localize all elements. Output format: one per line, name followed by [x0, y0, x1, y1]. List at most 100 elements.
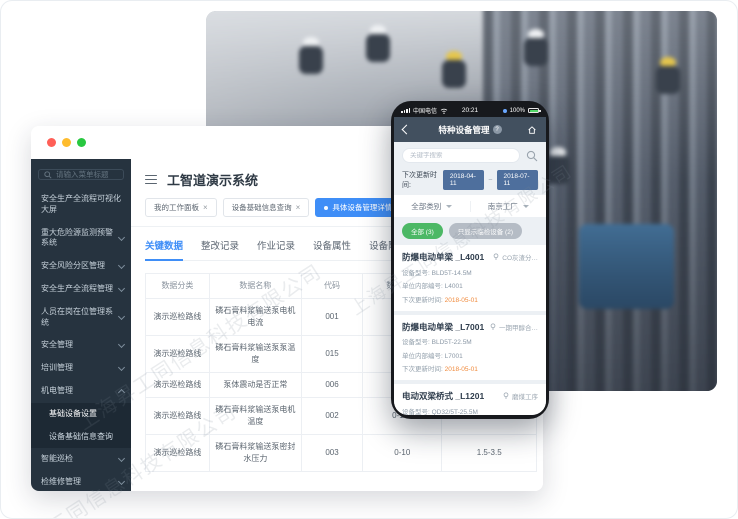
- equipment-title: 防爆电动单梁 _L4001: [402, 252, 485, 262]
- active-dot-icon: [324, 205, 329, 210]
- open-tabs-bar: 我的工作面板× 设备基础信息查询× 具体设备管理详情×: [131, 196, 543, 227]
- phone-search-row: [394, 142, 546, 165]
- date-to-button[interactable]: 2018-07-11: [496, 170, 539, 190]
- sidebar-submenu: 基础设备设置 设备基础信息查询: [31, 402, 131, 449]
- equipment-model: BLD5T-14.5M: [431, 269, 472, 277]
- category-dropdown[interactable]: 全部类别: [394, 201, 470, 212]
- phone-status-bar: 中国电信 20:21 100%: [394, 101, 546, 117]
- equipment-model: QD32/5T-25.5M: [431, 408, 478, 416]
- equipment-list: 防爆电动单梁 _L4001 CO灰渣分… 设备型号: BLD5T-14.5M 单…: [394, 245, 546, 415]
- worker-figure: [366, 25, 390, 62]
- equipment-title: 防爆电动单梁 _L7001: [402, 321, 485, 332]
- list-item[interactable]: 防爆电动单梁 _L4001 CO灰渣分… 设备型号: BLD5T-14.5M 单…: [394, 245, 546, 311]
- home-button[interactable]: [527, 125, 537, 135]
- sidebar-item-safety-mgmt[interactable]: 安全管理: [31, 334, 131, 357]
- chevron-down-icon: [117, 341, 126, 349]
- sidebar-item-base-device-setup[interactable]: 基础设备设置: [49, 408, 97, 418]
- date-filter-row: 下次更新时间: 2018-04-11 ~ 2018-07-11: [394, 165, 546, 194]
- worker-figure: [656, 57, 680, 94]
- zoom-button[interactable]: [77, 138, 86, 147]
- factory-dropdown[interactable]: 南京工厂: [469, 200, 547, 212]
- battery-percent: 100%: [509, 107, 525, 114]
- sidebar-item-risk-zone[interactable]: 安全风险分区管理: [31, 255, 131, 278]
- signal-icon: [401, 108, 410, 113]
- main-header: 工智道演示系统: [131, 159, 543, 196]
- menu-icon[interactable]: [145, 174, 157, 185]
- next-update-date: 2018-05-01: [444, 366, 478, 373]
- clock-label: 20:21: [461, 107, 479, 114]
- sidebar-item-hazard-monitor[interactable]: 重大危险源监测预警系统: [31, 222, 131, 256]
- dropdown-row: 全部类别 南京工厂: [394, 195, 546, 217]
- date-separator: ~: [488, 176, 493, 184]
- chevron-down-icon: [117, 262, 126, 270]
- chevron-down-icon: [117, 455, 126, 463]
- location-pin-icon: [490, 322, 496, 330]
- chevron-down-icon: [117, 284, 126, 292]
- phone-content: 下次更新时间: 2018-04-11 ~ 2018-07-11 全部类别 南京工…: [394, 142, 546, 415]
- filter-chip-all[interactable]: 全部 (3): [402, 223, 443, 239]
- sidebar-search: [38, 169, 124, 180]
- sidebar-item-smart-inspection[interactable]: 智能巡检: [31, 448, 131, 471]
- carrier-label: 中国电信: [413, 109, 438, 115]
- status-dot-icon: [502, 108, 507, 113]
- sidebar-item-visual-screen[interactable]: 安全生产全流程可视化大屏: [41, 194, 121, 214]
- wifi-icon: [440, 108, 448, 114]
- sidebar-item-maintenance[interactable]: 检维修管理: [31, 471, 131, 491]
- equipment-code: L7001: [444, 352, 463, 360]
- chevron-down-icon: [117, 364, 126, 372]
- help-badge: ?: [492, 125, 502, 134]
- tab-device-attrs[interactable]: 设备属性: [313, 241, 352, 252]
- home-icon: [528, 125, 536, 134]
- sidebar: 安全生产全流程可视化大屏 重大危险源监测预警系统 安全风险分区管理 安全生产全流…: [31, 159, 131, 491]
- list-item[interactable]: 电动双梁桥式 _L1201 磨煤工序 设备型号: QD32/5T-25.5M 单…: [394, 384, 546, 415]
- phone-mockup: 中国电信 20:21 100% 特种设备管理 ?: [391, 101, 549, 419]
- equipment-title: 电动双梁桥式 _L1201: [402, 391, 485, 401]
- close-button[interactable]: [47, 138, 56, 147]
- tab-close-icon[interactable]: ×: [203, 202, 208, 212]
- minimize-button[interactable]: [62, 138, 71, 147]
- battery-icon: [528, 108, 541, 113]
- chevron-down-icon: [117, 233, 126, 241]
- sidebar-search-input[interactable]: [56, 170, 118, 179]
- tab-rectify-records[interactable]: 整改记录: [201, 241, 240, 252]
- tab-job-records[interactable]: 作业记录: [257, 241, 296, 252]
- date-from-button[interactable]: 2018-04-11: [442, 170, 485, 190]
- filter-chips-row: 全部 (3) 只显示临检设备 (2): [394, 217, 546, 245]
- equipment-model: BLD5T-22.5M: [431, 339, 472, 346]
- date-filter-label: 下次更新时间:: [402, 172, 437, 189]
- list-item[interactable]: 防爆电动单梁 _L7001 一期甲醇合… 设备型号: BLD5T-22.5M 单…: [394, 314, 546, 380]
- phone-nav-bar: 特种设备管理 ?: [394, 117, 546, 142]
- worker-figure: [524, 29, 548, 66]
- next-update-date: 2018-05-01: [444, 296, 478, 304]
- tab-key-data[interactable]: 关键数据: [145, 238, 184, 261]
- chevron-down-icon: [522, 204, 529, 208]
- tab-close-icon[interactable]: ×: [295, 202, 301, 212]
- chevron-down-icon: [117, 478, 126, 486]
- table-row: 演示巡检路线 磷石膏料浆输送泵密封水压力 003 0-10 1.5-3.5: [145, 434, 537, 472]
- sidebar-item-safety-process[interactable]: 安全生产全流程管理: [31, 278, 131, 301]
- worker-figure: [546, 147, 570, 184]
- phone-search-field: [402, 148, 520, 163]
- sidebar-item-device-info-query[interactable]: 设备基础信息查询: [49, 431, 113, 441]
- search-icon[interactable]: [526, 150, 538, 162]
- filter-chip-inspection-only[interactable]: 只显示临检设备 (2): [448, 223, 522, 239]
- phone-page-title: 特种设备管理: [438, 124, 490, 135]
- equipment-location: 磨煤工序: [512, 394, 538, 401]
- sidebar-item-electromech[interactable]: 机电管理: [31, 380, 131, 403]
- chevron-down-icon: [446, 204, 453, 208]
- search-input[interactable]: [410, 152, 512, 159]
- worker-figure: [442, 51, 466, 88]
- tab-device-info-query[interactable]: 设备基础信息查询 ×: [222, 198, 310, 217]
- location-pin-icon: [493, 253, 499, 260]
- sidebar-item-personnel[interactable]: 人员在岗在位管理系统: [31, 301, 131, 335]
- page-title: 工智道演示系统: [167, 173, 259, 188]
- sidebar-item-training[interactable]: 培训管理: [31, 357, 131, 380]
- chevron-down-icon: [117, 313, 126, 321]
- equipment-location: 一期甲醇合…: [499, 324, 538, 332]
- chevron-up-icon: [117, 388, 126, 396]
- worker-figure: [299, 37, 323, 74]
- tab-my-workpanel[interactable]: 我的工作面板 ×: [145, 198, 217, 217]
- search-icon: [44, 170, 52, 179]
- tab-device-attachments[interactable]: 设备附件: [369, 241, 408, 252]
